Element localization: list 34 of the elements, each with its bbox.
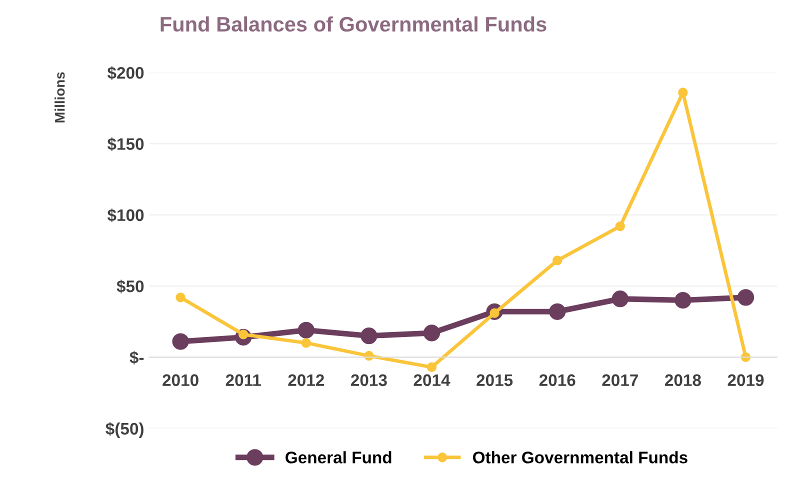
y-tick-label: $200: [107, 66, 144, 80]
x-tick-label: 2012: [288, 374, 324, 386]
legend-label: Other Governmental Funds: [472, 451, 688, 464]
point: [172, 333, 189, 350]
point: [360, 328, 378, 344]
point: [612, 290, 628, 308]
point: [737, 289, 754, 306]
y-axis-title: Millions: [54, 72, 65, 122]
y-tick-label: $150: [107, 137, 144, 152]
x-tick-label: 2017: [602, 374, 638, 386]
y-tick-label: $-: [130, 350, 144, 364]
point: [301, 338, 312, 348]
x-tick-label: 2011: [226, 374, 261, 386]
y-tick-label: $50: [116, 280, 144, 294]
x-tick-label: 2015: [476, 374, 513, 386]
legend-label: General Fund: [286, 451, 392, 464]
x-tick-label: 2018: [664, 374, 701, 386]
chart-title: Fund Balances of Governmental Funds: [160, 16, 546, 32]
point: [674, 292, 692, 309]
y-tick-label: $100: [107, 208, 144, 222]
point: [176, 292, 186, 302]
x-tick-label: 2014: [414, 374, 450, 386]
point: [298, 322, 314, 338]
y-tick-label: $(50): [106, 422, 144, 438]
x-tick-label: 2019: [728, 374, 764, 386]
point: [615, 221, 626, 232]
point: [423, 324, 440, 342]
point: [552, 256, 562, 266]
x-tick-label: 2016: [539, 374, 576, 386]
x-tick-label: 2010: [162, 374, 198, 386]
x-tick-label: 2013: [350, 374, 387, 386]
point: [549, 303, 566, 320]
point: [678, 88, 688, 98]
point: [426, 362, 437, 372]
